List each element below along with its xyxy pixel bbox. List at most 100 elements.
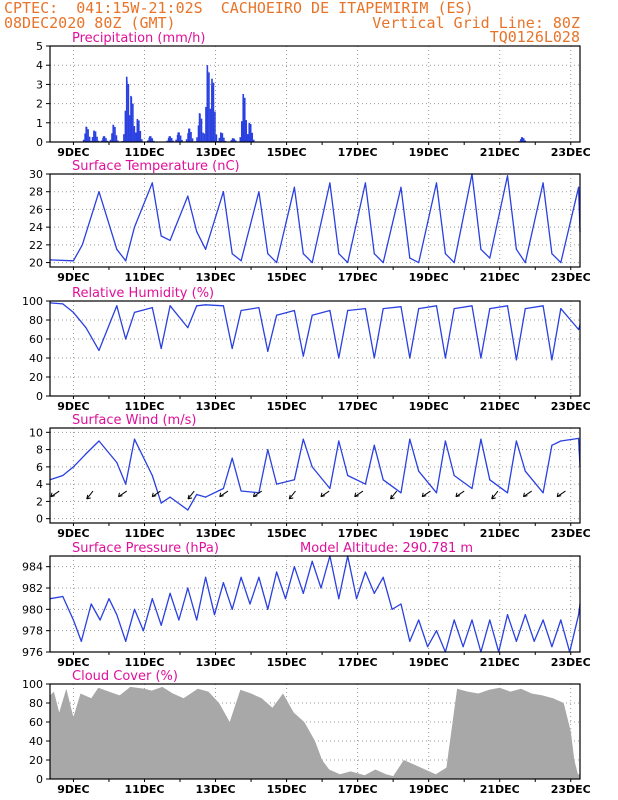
x-tick-label: 9DEC xyxy=(57,527,89,540)
rh-point xyxy=(196,305,198,307)
temp-point xyxy=(524,261,526,264)
x-tick-label: 19DEC xyxy=(409,527,449,540)
precip-bar xyxy=(175,139,177,142)
header-model-code: TQ0126L028 xyxy=(489,28,580,46)
wind-arrow-head xyxy=(219,492,224,498)
y-tick-label: 984 xyxy=(22,561,43,574)
rh-point xyxy=(329,309,331,312)
x-tick-label: 11DEC xyxy=(124,146,164,159)
x-tick-label: 9DEC xyxy=(57,783,89,796)
rh-point xyxy=(542,305,544,307)
wind-point xyxy=(471,487,473,490)
rh-point xyxy=(62,303,64,305)
pres-annotation: Model Altitude: 290.781 m xyxy=(300,541,473,556)
x-tick-label: 23DEC xyxy=(551,527,591,540)
wind-arrow-shaft xyxy=(187,490,195,500)
x-tick-label: 11DEC xyxy=(124,527,164,540)
precip-bar xyxy=(208,72,210,142)
temp-point xyxy=(506,175,509,177)
wind-point xyxy=(329,487,331,490)
x-tick-label: 15DEC xyxy=(267,400,307,413)
precip-bar xyxy=(151,138,154,142)
pres-point xyxy=(125,640,127,642)
temp-point xyxy=(453,261,455,264)
x-tick-label: 17DEC xyxy=(338,527,378,540)
pres-point xyxy=(108,598,110,600)
wind-point xyxy=(373,444,375,446)
pres-point xyxy=(160,624,162,626)
wind-arrow-shaft xyxy=(118,490,128,498)
precip-bar xyxy=(170,137,173,142)
pres-point xyxy=(62,595,64,598)
x-tick-label: 9DEC xyxy=(57,146,89,159)
precip-peak-bar xyxy=(130,95,132,142)
pres-point xyxy=(524,614,526,616)
pres-point xyxy=(142,630,145,632)
wind-arrow-head xyxy=(117,492,123,498)
x-tick-label: 13DEC xyxy=(196,271,236,284)
pres-point xyxy=(364,571,367,573)
precip-peak-bar xyxy=(198,113,201,142)
precip-bar xyxy=(185,139,188,142)
wind-arrow-head xyxy=(556,492,562,498)
wind-arrow-shaft xyxy=(523,490,532,498)
y-tick-label: 4 xyxy=(36,478,43,491)
pres-point xyxy=(551,646,553,648)
precip-peak-bar xyxy=(125,76,128,142)
pres-point xyxy=(515,640,518,642)
wind-arrow-shaft xyxy=(86,490,94,500)
temp-point xyxy=(329,182,331,184)
rh-point xyxy=(551,359,553,361)
precip-peak-bar xyxy=(93,130,95,142)
precip-bar xyxy=(82,139,85,142)
pres-point xyxy=(533,640,535,642)
precip-bar xyxy=(88,136,91,142)
pres-point xyxy=(320,587,322,589)
x-tick-label: 21DEC xyxy=(480,271,520,284)
precip-bar xyxy=(132,103,134,142)
wind-point xyxy=(364,483,367,485)
temp-point xyxy=(160,235,162,237)
temp-point xyxy=(435,182,438,184)
precip-peak-bar xyxy=(136,118,139,142)
wind-arrow-shaft xyxy=(320,490,330,498)
wind-point xyxy=(231,457,233,459)
rh-point xyxy=(489,308,491,310)
y-tick-label: 976 xyxy=(22,646,43,659)
temp-point xyxy=(81,244,83,246)
temp-point xyxy=(151,182,153,184)
rh-point xyxy=(204,304,207,306)
wind-point xyxy=(560,440,562,442)
precip-peak-bar xyxy=(248,122,251,142)
x-tick-label: 23DEC xyxy=(551,783,591,796)
wind-arrow-head xyxy=(522,492,528,498)
precip-bar xyxy=(221,133,224,142)
rh-point xyxy=(169,305,171,307)
x-tick-label: 15DEC xyxy=(267,146,307,159)
precip-bar xyxy=(191,138,194,142)
pres-point xyxy=(302,592,304,594)
y-tick-label: 0 xyxy=(36,390,43,403)
precip-bar xyxy=(178,132,180,142)
y-tick-label: 40 xyxy=(29,735,43,748)
precip-bar xyxy=(524,140,527,142)
x-tick-label: 19DEC xyxy=(409,656,449,669)
precip-peak-bar xyxy=(231,138,234,142)
x-tick-label: 11DEC xyxy=(124,271,164,284)
precip-bar xyxy=(172,140,174,142)
pres-point xyxy=(373,592,375,594)
wind-point xyxy=(98,440,100,442)
wind-panel: 0 2 4 6 8 10 9DEC 11DEC 13DEC 15DEC 17DEC 19DEC 21DE… xyxy=(29,413,591,540)
temp-point xyxy=(267,253,269,255)
pres-point xyxy=(213,614,216,616)
temp-title: Surface Temperature (nC) xyxy=(72,159,240,174)
y-tick-label: 24 xyxy=(29,221,43,234)
rh-point xyxy=(480,357,482,359)
precip-bar xyxy=(205,106,207,142)
y-tick-label: 26 xyxy=(29,203,43,216)
wind-arrow-shaft xyxy=(253,490,262,498)
wind-series-line xyxy=(49,437,581,511)
rh-panel: 0 20 40 60 80 100 9DEC 11DEC 13DEC 15DEC 17DEC 19DE… xyxy=(22,286,591,413)
temp-point xyxy=(222,191,224,193)
